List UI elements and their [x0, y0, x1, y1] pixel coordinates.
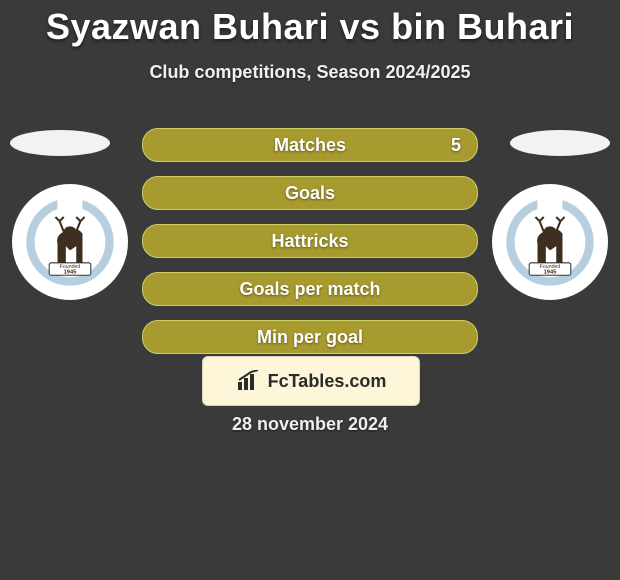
stat-label: Hattricks — [271, 231, 348, 252]
right-club-crest: Founded 1945 — [492, 184, 608, 300]
stat-row-goals-per-match: Goals per match — [142, 272, 478, 306]
page-root: Syazwan Buhari vs bin Buhari Club compet… — [0, 6, 620, 580]
shield-stag-icon: Founded 1945 — [18, 190, 122, 294]
stat-row-matches: Matches 5 — [142, 128, 478, 162]
right-ellipse-decor — [510, 130, 610, 156]
svg-text:1945: 1945 — [544, 270, 558, 276]
stat-row-hattricks: Hattricks — [142, 224, 478, 258]
shield-stag-icon: Founded 1945 — [498, 190, 602, 294]
stat-right-value: 5 — [451, 129, 461, 161]
page-subtitle: Club competitions, Season 2024/2025 — [0, 62, 620, 83]
left-ellipse-decor — [10, 130, 110, 156]
left-club-crest: Founded 1945 — [12, 184, 128, 300]
stat-label: Min per goal — [257, 327, 363, 348]
fctables-label: FcTables.com — [268, 371, 387, 392]
snapshot-date: 28 november 2024 — [0, 414, 620, 435]
stat-row-min-per-goal: Min per goal — [142, 320, 478, 354]
bar-chart-icon — [236, 370, 262, 392]
stats-column: Matches 5 Goals Hattricks Goals per matc… — [142, 128, 478, 368]
stat-label: Matches — [274, 135, 346, 156]
page-title: Syazwan Buhari vs bin Buhari — [0, 6, 620, 48]
fctables-link[interactable]: FcTables.com — [202, 356, 420, 406]
stat-row-goals: Goals — [142, 176, 478, 210]
stat-label: Goals per match — [239, 279, 380, 300]
stat-label: Goals — [285, 183, 335, 204]
crest-year: 1945 — [64, 270, 78, 276]
